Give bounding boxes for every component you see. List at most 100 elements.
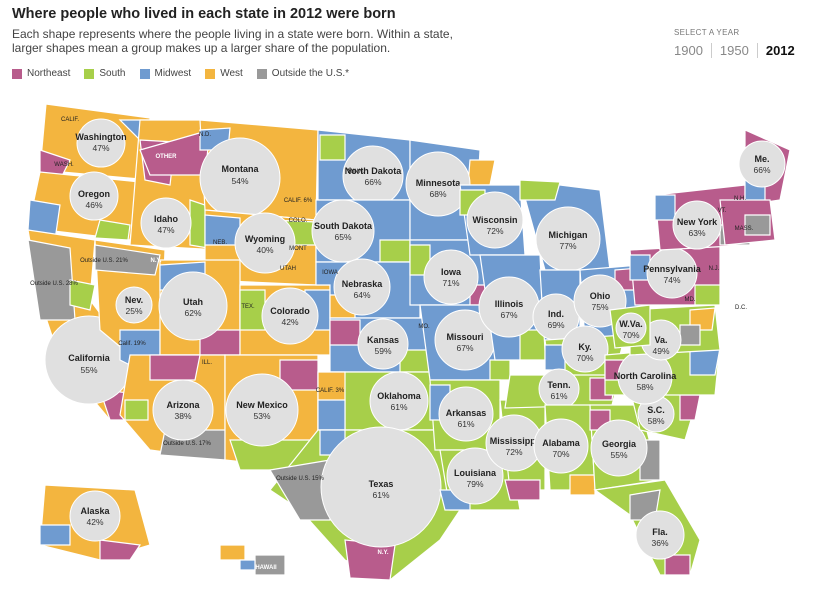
tag-md: MD. (685, 297, 696, 303)
legend-label: Northeast (27, 68, 71, 79)
tag-ny: N.Y. (150, 258, 161, 264)
state-name: Missouri (446, 332, 483, 342)
northeast-swatch (12, 68, 22, 79)
state-illinois[interactable]: Illinois 67% (478, 254, 546, 361)
state-colorado[interactable]: Colorado 42% (239, 284, 331, 356)
region-legend: Northeast South Midwest West Outside the… (12, 68, 349, 79)
state-nebraska[interactable]: Nebraska 64% (315, 258, 421, 319)
state-washington[interactable]: Washington 47% (39, 103, 151, 181)
state-pct: 65% (334, 232, 351, 242)
state-kansas[interactable]: Kansas 59% (329, 317, 431, 373)
state-name: Louisiana (454, 468, 497, 478)
state-pct: 79% (466, 479, 483, 489)
state-wisconsin[interactable]: Wisconsin 72% (459, 184, 526, 256)
state-name: Alaska (80, 506, 110, 516)
state-name: Minnesota (416, 178, 461, 188)
state-arkansas[interactable]: Arkansas 61% (429, 379, 501, 451)
tag-iowa: IOWA (322, 270, 338, 276)
state-name: Iowa (441, 267, 462, 277)
state-florida[interactable]: Fla. 36% (593, 479, 701, 576)
tag-nj: N.J. (709, 266, 720, 272)
state-arizona[interactable]: Arizona 38% Outside U.S. 17% (119, 354, 226, 461)
state-pct: 61% (457, 419, 474, 429)
state-name: HAWAII (255, 565, 277, 571)
state-pct: 58% (647, 416, 664, 426)
state-hawaii[interactable]: HAWAII (219, 544, 286, 576)
state-pct: 55% (80, 365, 97, 375)
state-pct: 63% (688, 228, 705, 238)
state-pct: 58% (636, 382, 653, 392)
state-michigan[interactable]: Michigan 77% (519, 179, 611, 272)
year-button-2012[interactable]: 2012 (756, 43, 803, 58)
state-pct: 71% (442, 278, 459, 288)
state-name: South Dakota (314, 221, 373, 231)
state-pct: 61% (550, 391, 567, 401)
state-name: Fla. (652, 527, 668, 537)
state-south-dakota[interactable]: South Dakota 65% (311, 199, 411, 263)
state-oregon[interactable]: Oregon 46% (27, 171, 141, 241)
legend-label: South (99, 68, 126, 79)
state-alabama[interactable]: Alabama 70% (533, 404, 596, 496)
state-name: Montana (222, 164, 260, 174)
state-name: Washington (75, 132, 126, 142)
tag-calif: CALIF. (61, 117, 79, 123)
state-pct: 66% (364, 177, 381, 187)
state-maine[interactable]: Me. 66% (738, 129, 791, 206)
year-button-1950[interactable]: 1950 (710, 43, 757, 58)
legend-label: West (220, 68, 243, 79)
year-selector-label: SELECT A YEAR (674, 28, 740, 37)
state-pct: 36% (651, 538, 668, 548)
state-name: Illinois (495, 299, 524, 309)
state-virginia[interactable]: Va. 49% (629, 304, 721, 361)
state-pct: 53% (253, 411, 270, 421)
state-north-carolina[interactable]: North Carolina 58% (604, 344, 721, 405)
state-georgia[interactable]: Georgia 55% (589, 404, 661, 491)
page-title: Where people who lived in each state in … (12, 6, 396, 22)
state-name: Kansas (367, 335, 399, 345)
state-nevada[interactable]: Nev. 25% (94, 239, 166, 382)
state-name: Wisconsin (473, 215, 518, 225)
state-west-virginia[interactable]: W.Va. 70% (609, 304, 651, 349)
state-texas[interactable]: Texas 61% Outside U.S. 15% (269, 426, 481, 581)
state-utah[interactable]: Utah 62% (158, 259, 241, 356)
west-swatch (205, 68, 216, 79)
tag-mo: MO. (418, 324, 430, 330)
state-name: Georgia (602, 439, 637, 449)
tag-utah: UTAH (280, 266, 296, 272)
tag-calif-pct: Calif. 19% (118, 341, 146, 347)
state-name: Oklahoma (377, 391, 422, 401)
state-name: Ind. (548, 309, 564, 319)
state-pennsylvania[interactable]: Pennsylvania 74% (629, 244, 721, 306)
tag-nd: N.D. (199, 132, 211, 138)
state-indiana[interactable]: Ind. 69% (532, 269, 581, 351)
state-pct: 75% (591, 302, 608, 312)
state-pct: 72% (505, 447, 522, 457)
state-pct: 70% (622, 330, 639, 340)
tag-mass: MASS. (735, 226, 754, 232)
state-louisiana[interactable]: Louisiana 79% (439, 447, 521, 511)
state-name: Oregon (78, 189, 110, 199)
state-pct: 77% (559, 241, 576, 251)
year-buttons: 1900 1950 2012 (674, 43, 803, 58)
page-subtitle: Each shape represents where the people l… (12, 27, 453, 55)
state-name: Nev. (125, 295, 143, 305)
state-tennessee[interactable]: Tenn. 61% (504, 368, 621, 410)
state-mississippi[interactable]: Mississippi 72% (485, 399, 546, 501)
state-oklahoma[interactable]: Oklahoma 61% (317, 371, 446, 431)
year-button-1900[interactable]: 1900 (674, 43, 703, 58)
state-name: California (68, 353, 111, 363)
state-north-dakota[interactable]: North Dakota 66% (317, 129, 411, 207)
tag-calif-pct: CALIF. 3% (316, 388, 345, 394)
state-name: New York (677, 217, 718, 227)
state-pct: 62% (184, 308, 201, 318)
state-montana[interactable]: Montana 54% (139, 119, 319, 221)
state-name: North Dakota (345, 166, 402, 176)
legend-item-northeast: Northeast (12, 68, 70, 79)
state-name: Utah (183, 297, 203, 307)
legend-label: Outside the U.S.* (271, 68, 350, 79)
state-pct: 42% (86, 517, 103, 527)
state-name: Mississippi (490, 436, 539, 446)
state-new-england[interactable]: VT. N.H. MASS. (718, 196, 776, 246)
state-alaska[interactable]: Alaska 42% (39, 484, 151, 561)
state-name: Ky. (578, 342, 591, 352)
